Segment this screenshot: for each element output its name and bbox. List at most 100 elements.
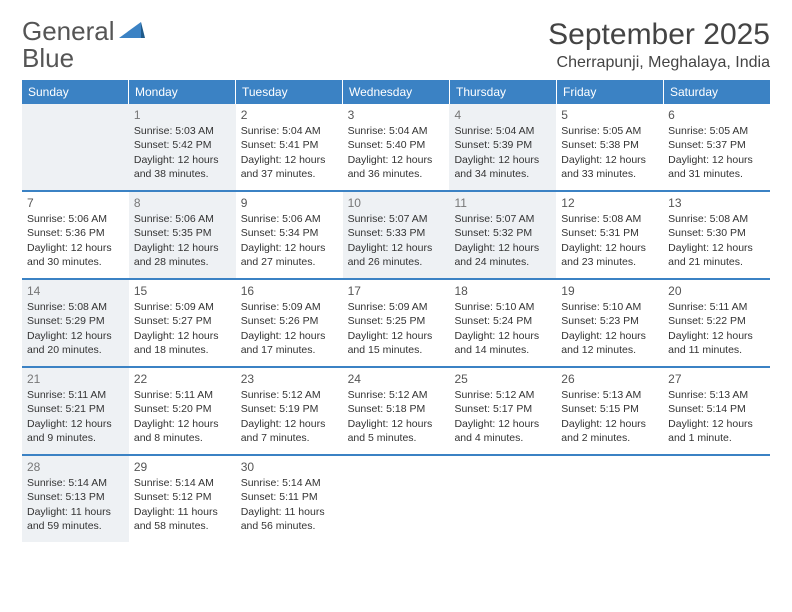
calendar-cell (22, 104, 129, 190)
cell-line: Sunset: 5:33 PM (348, 226, 445, 240)
cell-line: Daylight: 12 hours (668, 241, 765, 255)
cell-line: Sunrise: 5:08 AM (668, 212, 765, 226)
cell-line: Sunrise: 5:04 AM (348, 124, 445, 138)
cell-line: and 4 minutes. (454, 431, 551, 445)
cell-line: Sunset: 5:24 PM (454, 314, 551, 328)
calendar-cell (663, 456, 770, 542)
day-header: Thursday (450, 80, 557, 104)
cell-line: Daylight: 12 hours (134, 329, 231, 343)
cell-line: Sunrise: 5:08 AM (561, 212, 658, 226)
cell-line: Daylight: 12 hours (561, 417, 658, 431)
day-number: 17 (348, 283, 445, 299)
day-number: 30 (241, 459, 338, 475)
cell-line: Daylight: 12 hours (27, 329, 124, 343)
cell-line: Sunrise: 5:11 AM (134, 388, 231, 402)
cell-line: Daylight: 12 hours (454, 241, 551, 255)
calendar-cell: 25Sunrise: 5:12 AMSunset: 5:17 PMDayligh… (449, 368, 556, 454)
cell-line: Sunset: 5:29 PM (27, 314, 124, 328)
cell-line: and 14 minutes. (454, 343, 551, 357)
cell-line: Sunrise: 5:13 AM (561, 388, 658, 402)
calendar-cell: 23Sunrise: 5:12 AMSunset: 5:19 PMDayligh… (236, 368, 343, 454)
cell-line: Sunset: 5:26 PM (241, 314, 338, 328)
day-header: Monday (129, 80, 236, 104)
cell-line: Sunrise: 5:14 AM (241, 476, 338, 490)
cell-line: Sunrise: 5:11 AM (668, 300, 765, 314)
cell-line: Sunset: 5:23 PM (561, 314, 658, 328)
cell-line: Sunset: 5:38 PM (561, 138, 658, 152)
cell-line: Daylight: 12 hours (348, 153, 445, 167)
day-number: 12 (561, 195, 658, 211)
cell-line: and 1 minute. (668, 431, 765, 445)
cell-line: Sunset: 5:22 PM (668, 314, 765, 328)
cell-line: Sunrise: 5:13 AM (668, 388, 765, 402)
cell-line: and 24 minutes. (454, 255, 551, 269)
cell-line: Sunset: 5:13 PM (27, 490, 124, 504)
calendar-cell: 13Sunrise: 5:08 AMSunset: 5:30 PMDayligh… (663, 192, 770, 278)
cell-line: and 23 minutes. (561, 255, 658, 269)
calendar-cell (449, 456, 556, 542)
day-number: 3 (348, 107, 445, 123)
calendar-cell: 21Sunrise: 5:11 AMSunset: 5:21 PMDayligh… (22, 368, 129, 454)
cell-line: Sunrise: 5:04 AM (454, 124, 551, 138)
cell-line: Sunrise: 5:14 AM (27, 476, 124, 490)
calendar-cell: 11Sunrise: 5:07 AMSunset: 5:32 PMDayligh… (449, 192, 556, 278)
cell-line: Sunset: 5:31 PM (561, 226, 658, 240)
day-number: 23 (241, 371, 338, 387)
cell-line: Sunset: 5:17 PM (454, 402, 551, 416)
cell-line: and 9 minutes. (27, 431, 124, 445)
day-number: 13 (668, 195, 765, 211)
week-row: 28Sunrise: 5:14 AMSunset: 5:13 PMDayligh… (22, 454, 770, 542)
cell-line: and 31 minutes. (668, 167, 765, 181)
day-number: 21 (27, 371, 124, 387)
cell-line: Sunrise: 5:09 AM (348, 300, 445, 314)
cell-line: Sunset: 5:27 PM (134, 314, 231, 328)
cell-line: Daylight: 12 hours (668, 329, 765, 343)
title-block: September 2025 Cherrapunji, Meghalaya, I… (548, 18, 770, 72)
cell-line: Sunrise: 5:12 AM (241, 388, 338, 402)
cell-line: Sunset: 5:37 PM (668, 138, 765, 152)
cell-line: Sunrise: 5:07 AM (348, 212, 445, 226)
brand-name-2: Blue (22, 43, 74, 73)
cell-line: and 36 minutes. (348, 167, 445, 181)
cell-line: Sunset: 5:18 PM (348, 402, 445, 416)
week-row: 7Sunrise: 5:06 AMSunset: 5:36 PMDaylight… (22, 190, 770, 278)
cell-line: Sunset: 5:32 PM (454, 226, 551, 240)
cell-line: Sunset: 5:39 PM (454, 138, 551, 152)
day-header: Tuesday (236, 80, 343, 104)
cell-line: Daylight: 12 hours (241, 241, 338, 255)
cell-line: Sunrise: 5:11 AM (27, 388, 124, 402)
day-header: Wednesday (343, 80, 450, 104)
cell-line: and 28 minutes. (134, 255, 231, 269)
cell-line: and 59 minutes. (27, 519, 124, 533)
calendar-cell (343, 456, 450, 542)
cell-line: Daylight: 12 hours (27, 417, 124, 431)
cell-line: Sunrise: 5:04 AM (241, 124, 338, 138)
cell-line: Sunrise: 5:05 AM (561, 124, 658, 138)
cell-line: Sunrise: 5:06 AM (27, 212, 124, 226)
cell-line: and 27 minutes. (241, 255, 338, 269)
calendar-cell: 29Sunrise: 5:14 AMSunset: 5:12 PMDayligh… (129, 456, 236, 542)
cell-line: Sunrise: 5:10 AM (561, 300, 658, 314)
cell-line: Sunrise: 5:03 AM (134, 124, 231, 138)
day-header: Sunday (22, 80, 129, 104)
day-header-row: SundayMondayTuesdayWednesdayThursdayFrid… (22, 80, 770, 104)
calendar-cell: 26Sunrise: 5:13 AMSunset: 5:15 PMDayligh… (556, 368, 663, 454)
cell-line: Sunrise: 5:09 AM (134, 300, 231, 314)
cell-line: Sunset: 5:41 PM (241, 138, 338, 152)
calendar-cell: 6Sunrise: 5:05 AMSunset: 5:37 PMDaylight… (663, 104, 770, 190)
calendar-cell: 1Sunrise: 5:03 AMSunset: 5:42 PMDaylight… (129, 104, 236, 190)
brand-logo: General Blue (22, 18, 145, 72)
triangle-icon (119, 20, 145, 40)
day-number: 1 (134, 107, 231, 123)
cell-line: Sunset: 5:21 PM (27, 402, 124, 416)
cell-line: and 5 minutes. (348, 431, 445, 445)
cell-line: Sunrise: 5:05 AM (668, 124, 765, 138)
cell-line: and 33 minutes. (561, 167, 658, 181)
day-number: 8 (134, 195, 231, 211)
day-number: 14 (27, 283, 124, 299)
day-number: 9 (241, 195, 338, 211)
cell-line: Daylight: 12 hours (561, 153, 658, 167)
weeks-container: 1Sunrise: 5:03 AMSunset: 5:42 PMDaylight… (22, 104, 770, 542)
cell-line: Sunset: 5:14 PM (668, 402, 765, 416)
cell-line: Daylight: 12 hours (134, 417, 231, 431)
